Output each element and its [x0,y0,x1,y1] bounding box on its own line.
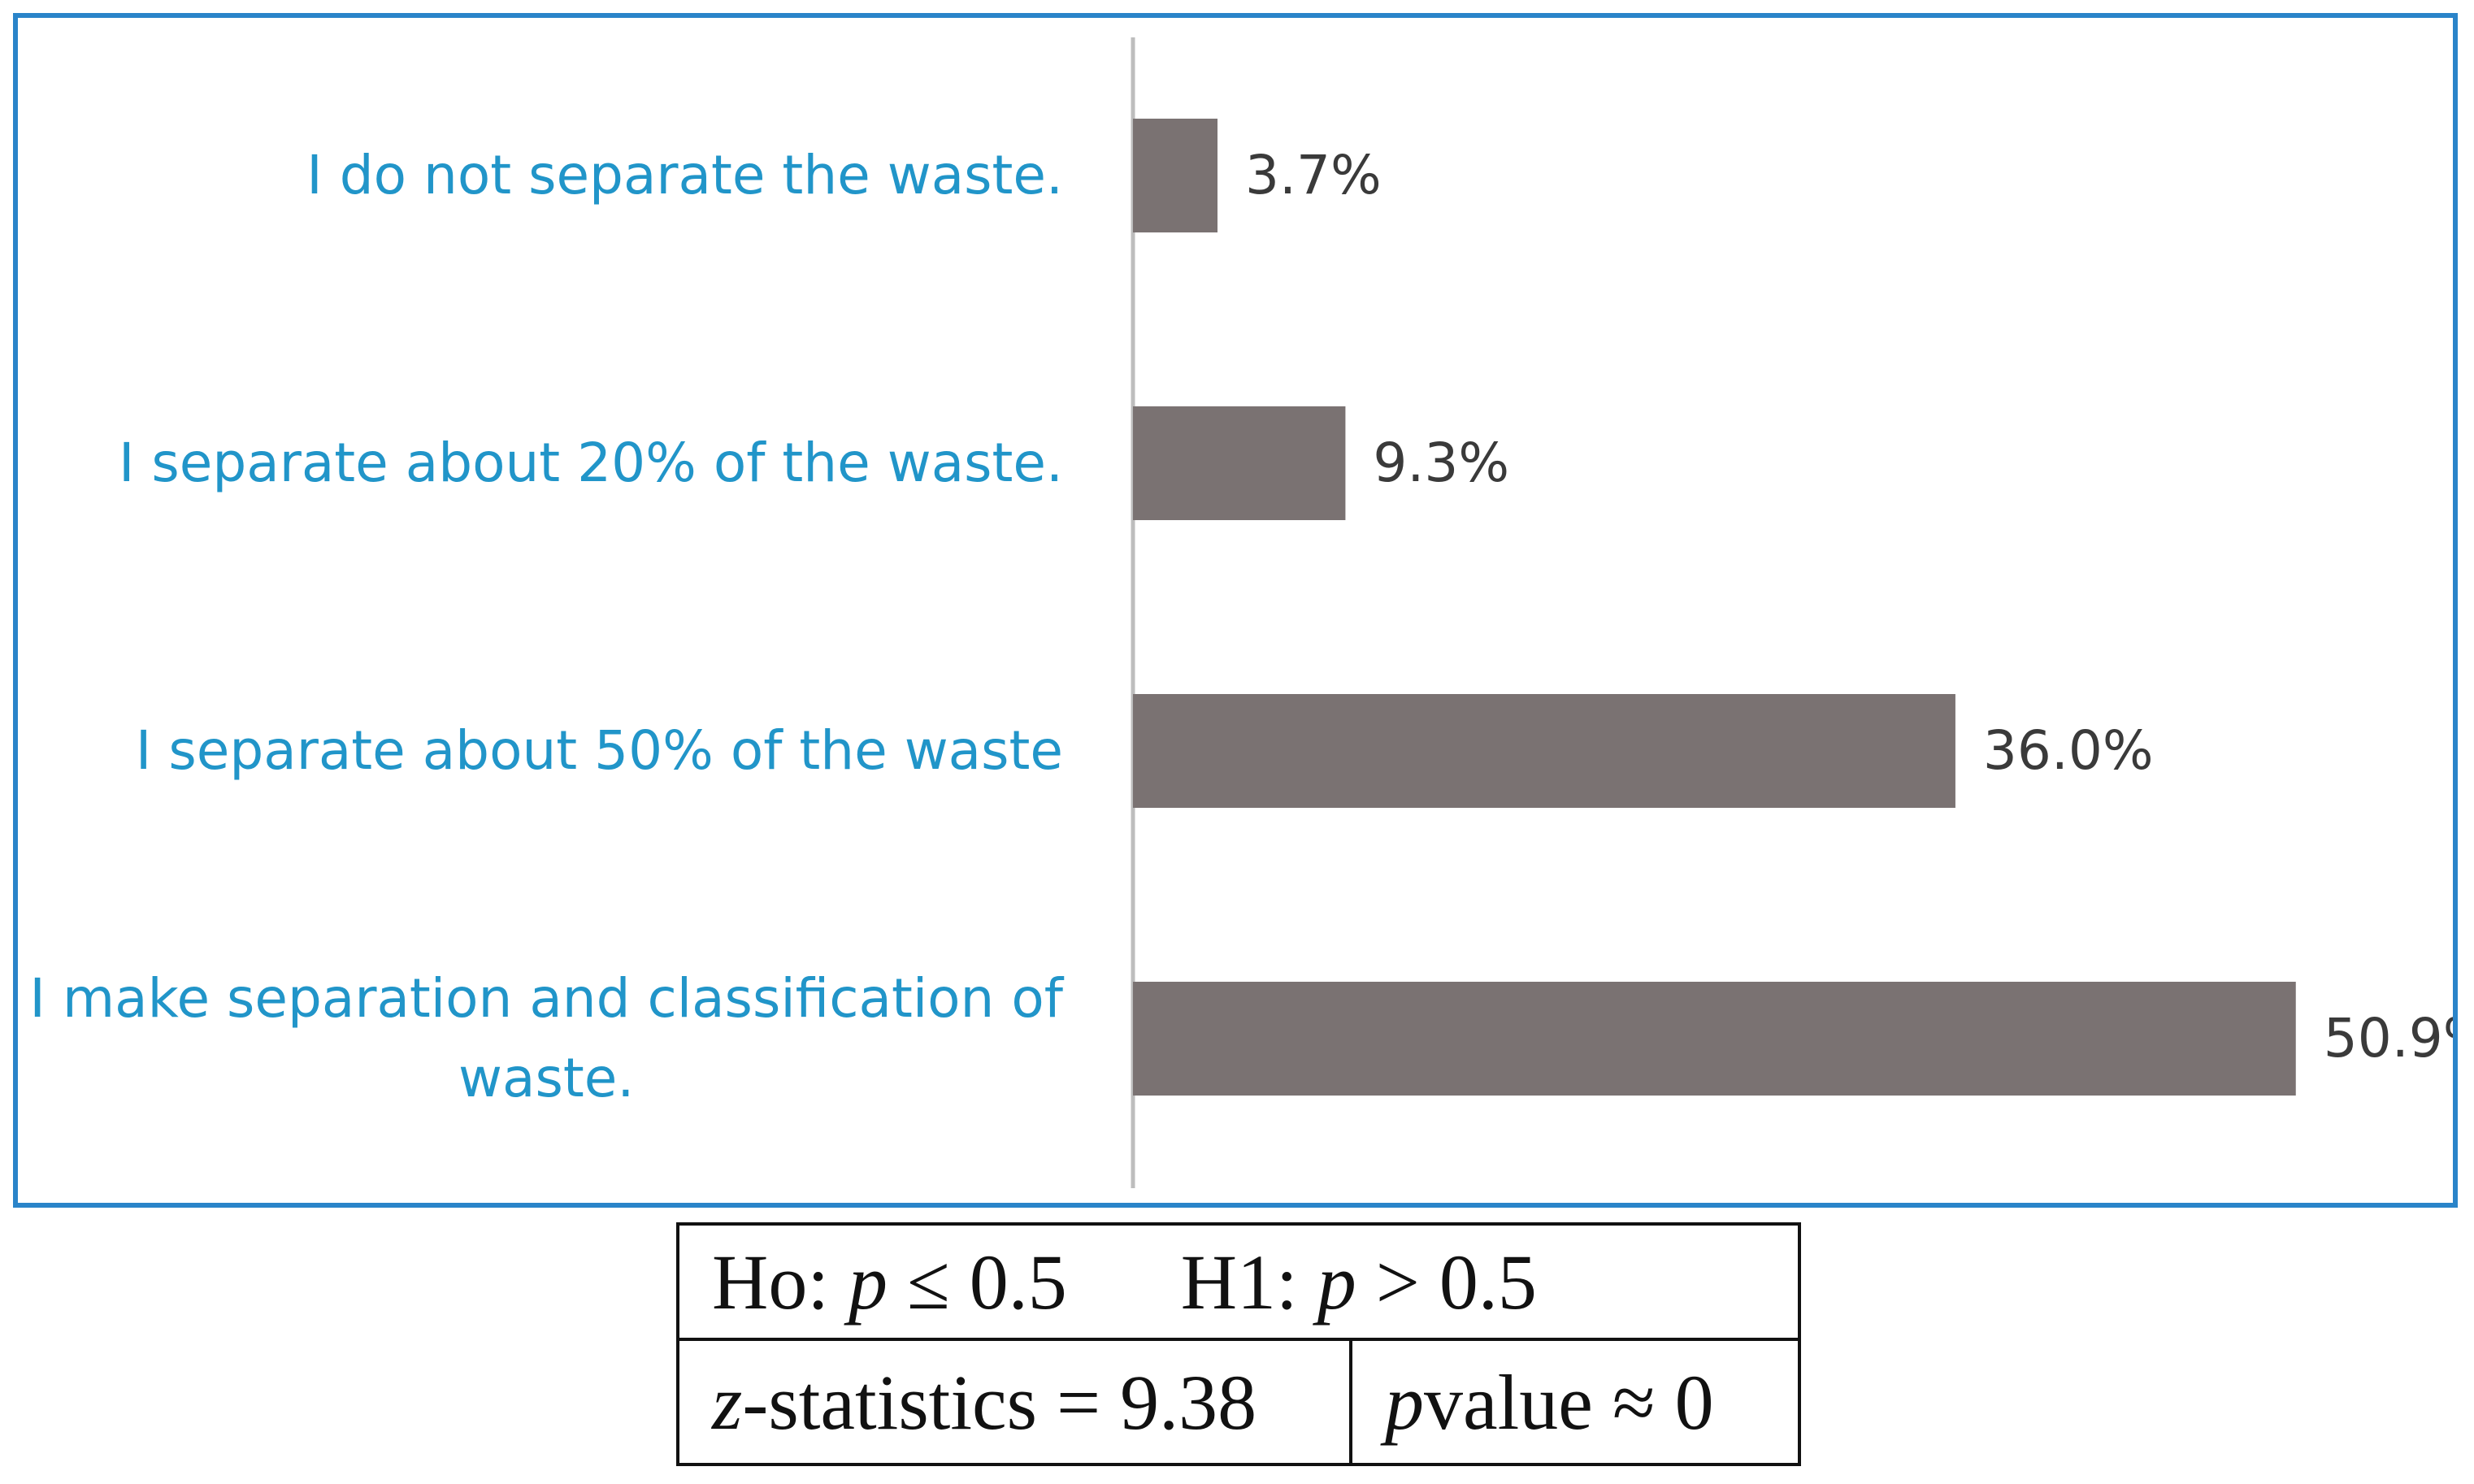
category-label: I separate about 20% of the waste. [119,432,1063,494]
h1-condition: > 0.5 [1356,1238,1537,1326]
chart-frame: 3.7% I do not separate the waste. 9.3% I se… [13,13,2458,1208]
p-variable: p [1385,1358,1424,1446]
category-label: I separate about 50% of the waste [136,719,1063,782]
bar-value-label: 36.0% [1983,719,2154,782]
bar-4 [1133,982,2296,1096]
bars-layer [1133,119,2296,1096]
results-row: z -statistics = 9.38 p value ≈ 0 [679,1341,1798,1463]
bar-3 [1133,694,1955,808]
bar-value-label: 3.7% [1245,144,1382,206]
ho-variable: p [849,1238,888,1326]
h1-variable: p [1317,1238,1356,1326]
p-value-cell: p value ≈ 0 [1352,1341,1714,1463]
ho-prefix: Ho: [712,1238,849,1326]
z-statistic-value: -statistics = 9.38 [742,1358,1257,1446]
alternative-hypothesis: H1: p > 0.5 [1181,1237,1537,1327]
h1-prefix: H1: [1180,1238,1317,1326]
p-value: value ≈ 0 [1424,1358,1714,1446]
category-label: I do not separate the waste. [306,144,1063,206]
null-hypothesis: Ho: p ≤ 0.5 [712,1237,1067,1327]
bar-value-label: 50.9% [2324,1007,2453,1070]
ho-condition: ≤ 0.5 [888,1238,1067,1326]
hypotheses-row: Ho: p ≤ 0.5 H1: p > 0.5 [679,1226,1798,1341]
bar-2 [1133,406,1346,520]
category-label: I make separation and classification of w… [29,967,1064,1109]
z-variable: z [712,1358,743,1446]
z-statistic-cell: z -statistics = 9.38 [679,1341,1352,1463]
bar-chart: 3.7% I do not separate the waste. 9.3% I se… [29,37,2453,1188]
labels-layer: 3.7% I do not separate the waste. 9.3% I se… [29,144,2453,1109]
hypothesis-test-table: Ho: p ≤ 0.5 H1: p > 0.5 z -statistics = 9… [676,1222,1801,1466]
bar-1 [1133,119,1218,232]
bar-value-label: 9.3% [1373,432,1509,494]
